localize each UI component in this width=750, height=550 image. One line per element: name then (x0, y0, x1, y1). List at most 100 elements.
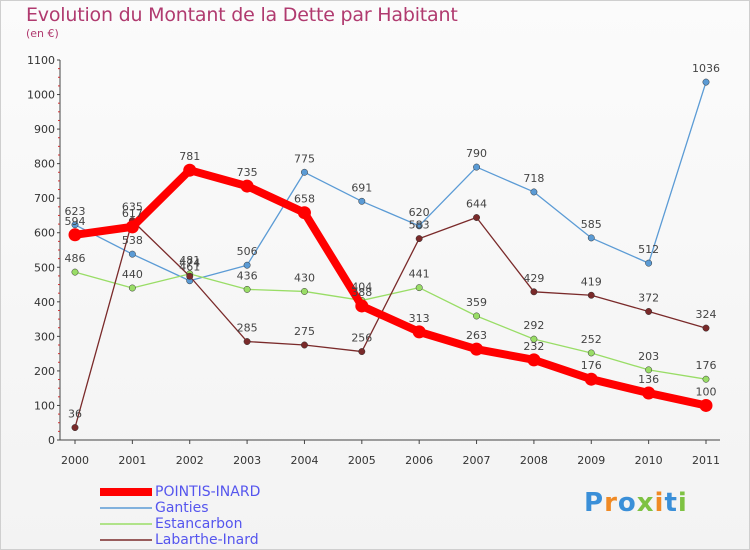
data-label: 388 (351, 286, 372, 299)
logo-letter: t (664, 488, 678, 518)
series-line-labarthe-inard (74, 216, 707, 429)
data-point-estancarbon (301, 288, 308, 295)
y-tick-label: 100 (34, 399, 55, 412)
chart-subtitle: (en €) (26, 27, 59, 40)
series-line-pointis-inard (71, 166, 710, 410)
legend-item-pointis-inard[interactable]: POINTIS-INARD (100, 484, 260, 500)
legend-label: Ganties (155, 500, 209, 516)
data-point-pointis-inard (412, 325, 426, 339)
data-point-ganties (358, 197, 366, 205)
y-tick-label: 300 (34, 330, 55, 343)
data-label: 429 (523, 272, 544, 285)
legend-item-ganties[interactable]: Ganties (100, 500, 260, 516)
y-tick-label: 700 (34, 192, 55, 205)
data-label: 718 (523, 172, 544, 185)
data-point-pointis-inard (355, 299, 369, 313)
data-label: 512 (638, 243, 659, 256)
data-point-pointis-inard (642, 386, 656, 400)
data-label: 419 (581, 275, 602, 288)
data-label: 176 (696, 359, 717, 372)
data-point-pointis-inard (125, 220, 139, 234)
data-point-pointis-inard (470, 342, 484, 356)
legend-label: POINTIS-INARD (155, 484, 261, 500)
data-point-pointis-inard (297, 206, 311, 220)
data-point-estancarbon (243, 285, 251, 293)
x-tick-label: 2008 (520, 454, 548, 467)
x-tick-label: 2011 (692, 454, 720, 467)
data-point-estancarbon (473, 312, 480, 320)
data-label: 404 (351, 280, 372, 293)
y-tick-label: 800 (34, 158, 55, 171)
legend-item-estancarbon[interactable]: Estancarbon (100, 516, 260, 532)
y-tick-label: 900 (34, 123, 55, 136)
data-point-labarthe-inard (530, 288, 538, 296)
logo-letter: x (636, 488, 655, 518)
data-label: 1036 (692, 62, 720, 75)
data-point-estancarbon (530, 335, 538, 343)
data-point-estancarbon (587, 349, 595, 357)
x-tick-label: 2009 (577, 454, 605, 467)
data-label: 775 (294, 152, 315, 165)
data-point-pointis-inard (527, 353, 541, 367)
y-tick-label: 400 (34, 296, 55, 309)
series-line-ganties (74, 81, 707, 282)
x-tick-label: 2010 (635, 454, 663, 467)
x-tick-label: 2005 (348, 454, 376, 467)
data-label: 635 (122, 201, 143, 214)
data-point-pointis-inard (68, 228, 82, 242)
data-point-labarthe-inard (243, 338, 251, 345)
legend-label: Estancarbon (155, 516, 243, 532)
y-tick-label: 0 (48, 434, 55, 447)
data-point-ganties (645, 259, 653, 267)
data-label: 486 (65, 252, 86, 265)
legend-swatch-labarthe-inard (100, 539, 152, 541)
data-point-labarthe-inard (301, 341, 308, 349)
data-label: 324 (696, 308, 717, 321)
data-label: 790 (466, 147, 487, 160)
data-label: 285 (237, 322, 258, 335)
data-point-labarthe-inard (415, 235, 423, 243)
data-point-estancarbon (645, 366, 653, 374)
data-label: 256 (351, 332, 372, 345)
x-tick-label: 2007 (463, 454, 491, 467)
x-tick-label: 2006 (405, 454, 433, 467)
logo-letter: i (654, 488, 665, 518)
data-label: 644 (466, 198, 487, 211)
data-label: 735 (237, 166, 258, 179)
data-label: 585 (581, 218, 602, 231)
data-point-pointis-inard (699, 398, 713, 412)
chart-legend: POINTIS-INARD Ganties Estancarbon Labart… (100, 484, 260, 548)
data-label: 292 (523, 319, 544, 332)
data-label: 474 (179, 256, 200, 269)
legend-item-labarthe-inard[interactable]: Labarthe-Inard (100, 532, 260, 548)
proxiti-logo: Proxiti (584, 488, 688, 518)
x-tick-label: 2002 (176, 454, 204, 467)
y-tick-label: 1100 (27, 54, 55, 67)
legend-swatch-pointis-inard (100, 488, 152, 496)
logo-letter: r (604, 488, 618, 518)
x-tick-label: 2003 (233, 454, 261, 467)
data-point-labarthe-inard (587, 291, 595, 299)
data-label: 441 (409, 268, 430, 281)
data-point-ganties (702, 78, 710, 86)
data-label: 372 (638, 291, 659, 304)
data-point-labarthe-inard (702, 324, 710, 332)
data-point-labarthe-inard (71, 424, 79, 432)
data-label: 538 (122, 234, 143, 247)
data-label: 263 (466, 329, 487, 342)
legend-label: Labarthe-Inard (155, 532, 259, 548)
data-point-ganties (301, 168, 308, 176)
data-label: 203 (638, 350, 659, 363)
data-label: 176 (581, 359, 602, 372)
data-label: 481 (179, 254, 200, 267)
data-label: 313 (409, 312, 430, 325)
logo-letter: P (584, 488, 605, 518)
data-label: 252 (581, 333, 602, 346)
data-point-ganties (243, 261, 251, 269)
data-label: 506 (237, 245, 258, 258)
data-point-ganties (128, 250, 136, 258)
data-label: 620 (409, 206, 430, 219)
data-point-estancarbon (415, 284, 423, 292)
legend-swatch-ganties (100, 507, 152, 509)
